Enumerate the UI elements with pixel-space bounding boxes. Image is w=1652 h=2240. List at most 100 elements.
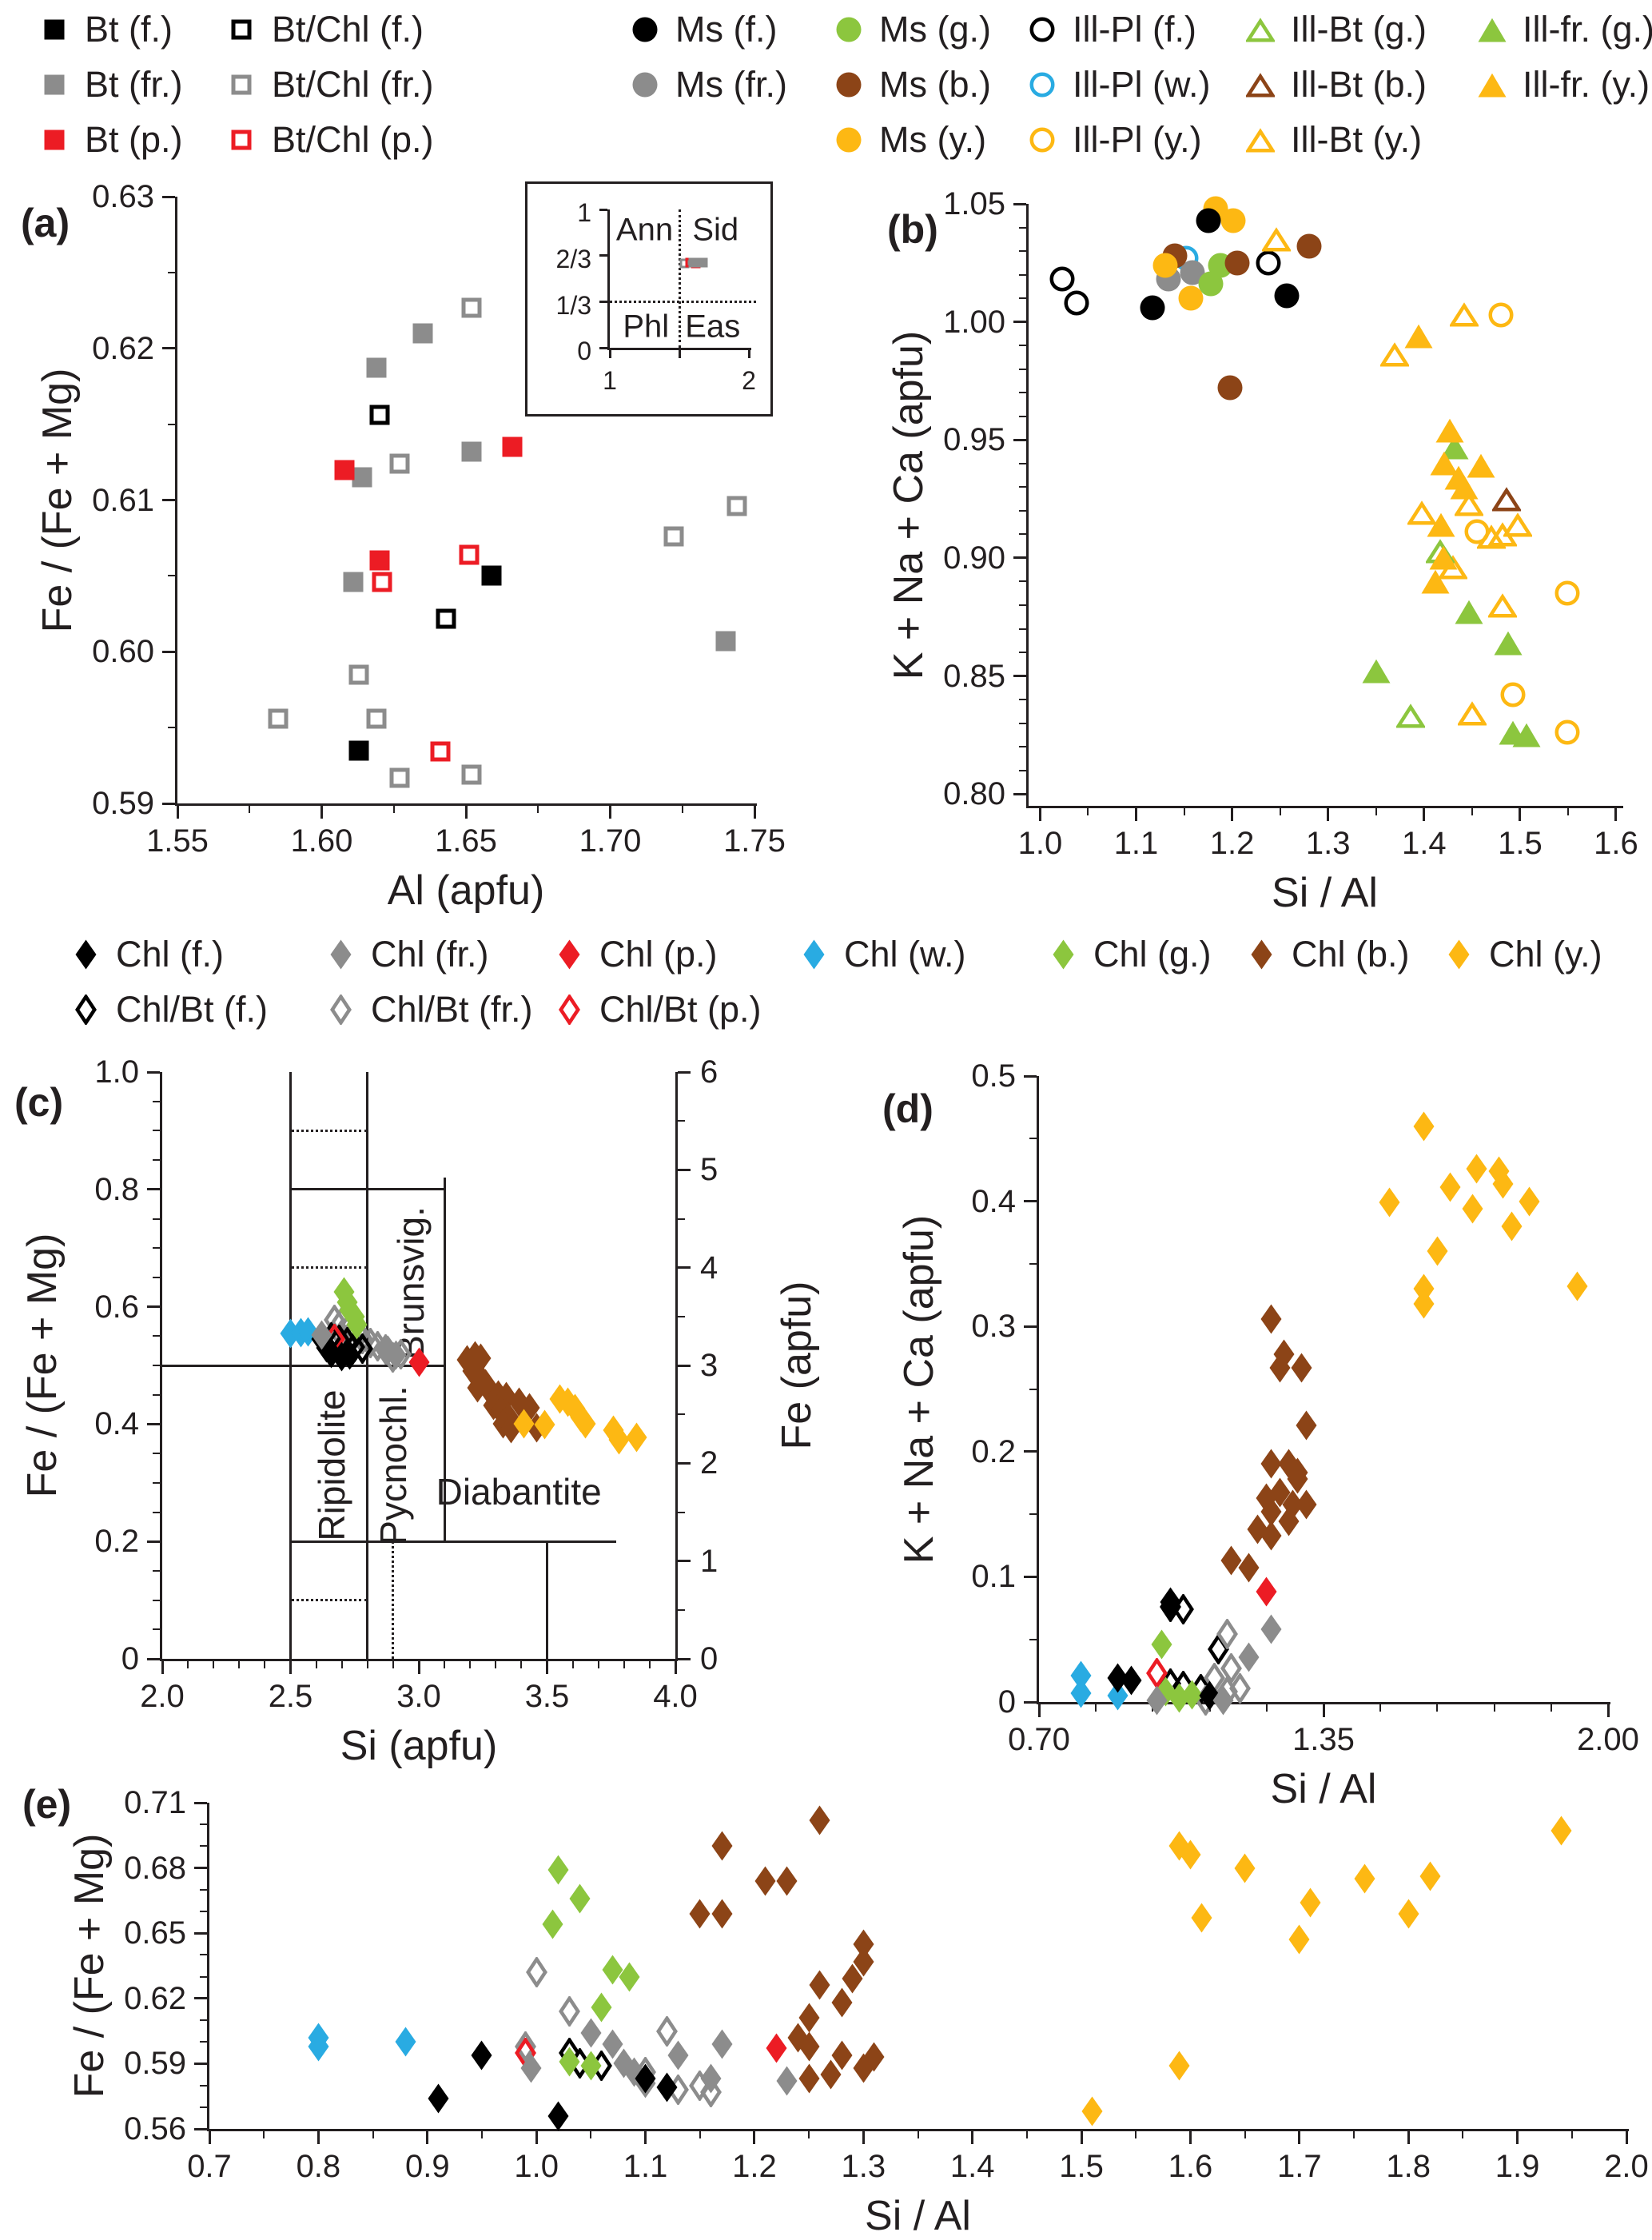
region-label: Diabantite bbox=[436, 1470, 602, 1513]
axis-minor-tick bbox=[315, 1661, 317, 1668]
data-point bbox=[382, 1341, 404, 1373]
square-marker-icon bbox=[44, 74, 65, 95]
diamond-marker-icon bbox=[75, 939, 96, 970]
data-point bbox=[689, 1899, 711, 1929]
axis-minor-tick bbox=[597, 1661, 599, 1668]
diamond-marker-icon bbox=[1053, 939, 1073, 970]
axis-tick bbox=[1080, 2131, 1083, 2144]
data-point bbox=[500, 1413, 522, 1444]
data-point bbox=[1274, 283, 1300, 309]
tick-label: 3 bbox=[700, 1348, 719, 1383]
axis-tick bbox=[1614, 808, 1618, 821]
data-point bbox=[1288, 1924, 1310, 1955]
axis-tick bbox=[678, 1364, 691, 1367]
data-point bbox=[591, 2051, 613, 2082]
legend-swatch bbox=[1246, 72, 1275, 98]
axis-tick bbox=[1013, 792, 1026, 795]
axis-tick bbox=[1024, 1200, 1037, 1203]
data-point bbox=[559, 2047, 580, 2077]
tick-label: 5 bbox=[700, 1152, 719, 1188]
data-point bbox=[667, 2040, 689, 2071]
data-point bbox=[331, 1306, 353, 1337]
axis-minor-tick bbox=[537, 806, 539, 813]
axis-tick bbox=[1519, 808, 1522, 821]
data-point bbox=[456, 1345, 478, 1375]
data-point bbox=[496, 1381, 517, 1412]
legend-swatch bbox=[1246, 17, 1275, 42]
legend-item: Chl (y.) bbox=[1444, 934, 1602, 975]
axis-minor-tick bbox=[571, 1661, 574, 1668]
axis-minor-tick bbox=[678, 1218, 685, 1220]
data-point bbox=[1220, 1545, 1242, 1576]
tick-label: 1.6 bbox=[1168, 2149, 1213, 2184]
data-point bbox=[1224, 250, 1250, 276]
legend-swatch bbox=[631, 17, 659, 42]
legend-item: Ms (f.) bbox=[631, 9, 777, 50]
data-point bbox=[1439, 1172, 1461, 1202]
legend-label: Ill-Pl (w.) bbox=[1073, 64, 1211, 105]
tick-label: 1 bbox=[700, 1543, 719, 1579]
data-point bbox=[513, 1409, 535, 1439]
axis-minor-tick bbox=[153, 1365, 160, 1366]
data-point bbox=[853, 1929, 874, 1959]
axis-minor-tick bbox=[168, 271, 175, 273]
tick-label: 0.4 bbox=[94, 1406, 139, 1442]
data-point bbox=[1216, 1676, 1238, 1708]
axis-tick bbox=[194, 2062, 207, 2065]
axis-tick bbox=[674, 1661, 677, 1674]
axis-minor-tick bbox=[1152, 1704, 1154, 1712]
data-point bbox=[339, 1340, 360, 1370]
data-point bbox=[1260, 1449, 1282, 1479]
data-point bbox=[351, 1333, 373, 1365]
panel-letter: (e) bbox=[22, 1782, 72, 1827]
legend-swatch bbox=[1478, 73, 1507, 98]
data-point bbox=[1261, 227, 1291, 252]
data-point bbox=[1196, 208, 1221, 233]
data-point bbox=[1208, 1634, 1229, 1665]
axis-tick bbox=[747, 350, 750, 358]
tick-label: 0.90 bbox=[943, 540, 1005, 576]
boundary-line bbox=[290, 1599, 368, 1602]
data-point bbox=[591, 1992, 612, 2023]
diamond-marker-icon bbox=[330, 939, 351, 970]
data-point bbox=[369, 550, 390, 571]
data-point bbox=[691, 258, 700, 269]
tick-label: 0.70 bbox=[1008, 1722, 1070, 1757]
boundary-line bbox=[162, 1364, 445, 1367]
data-point bbox=[1464, 519, 1490, 544]
axis-minor-tick bbox=[340, 1661, 343, 1668]
axis-tick bbox=[147, 1188, 160, 1191]
region-label: Sid bbox=[692, 212, 739, 248]
region-label: Phl bbox=[623, 309, 670, 345]
data-point bbox=[525, 1957, 547, 1988]
data-point bbox=[1438, 555, 1467, 580]
legend-label: Bt/Chl (f.) bbox=[272, 9, 424, 50]
tick-label: 0.4 bbox=[971, 1183, 1016, 1219]
x-axis-line bbox=[175, 803, 757, 806]
legend-label: Chl (g.) bbox=[1093, 934, 1212, 975]
axis-tick bbox=[426, 2131, 429, 2144]
data-point bbox=[694, 257, 704, 268]
legend-item: Ms (b.) bbox=[834, 64, 991, 105]
tick-label: 0.71 bbox=[124, 1785, 186, 1820]
data-point bbox=[471, 2040, 492, 2071]
axis-minor-tick bbox=[187, 1661, 189, 1668]
y2-axis-line bbox=[675, 1072, 678, 1661]
axis-minor-tick bbox=[1019, 652, 1026, 654]
axis-tick bbox=[208, 2131, 211, 2144]
data-point bbox=[311, 1324, 332, 1354]
axis-minor-tick bbox=[200, 1888, 207, 1891]
data-point bbox=[558, 1996, 580, 2027]
legend-swatch bbox=[799, 939, 828, 970]
data-point bbox=[480, 1377, 501, 1407]
data-point bbox=[508, 1387, 530, 1417]
tick-label: 2 bbox=[742, 366, 756, 395]
tick-label: 0.63 bbox=[92, 179, 154, 214]
axis-tick bbox=[194, 2127, 207, 2130]
axis-minor-tick bbox=[372, 2131, 374, 2138]
axis-tick bbox=[1327, 808, 1330, 821]
legend-swatch bbox=[326, 994, 355, 1025]
data-point bbox=[1140, 295, 1165, 321]
legend-swatch bbox=[834, 17, 863, 42]
axis-minor-tick bbox=[678, 1413, 685, 1416]
